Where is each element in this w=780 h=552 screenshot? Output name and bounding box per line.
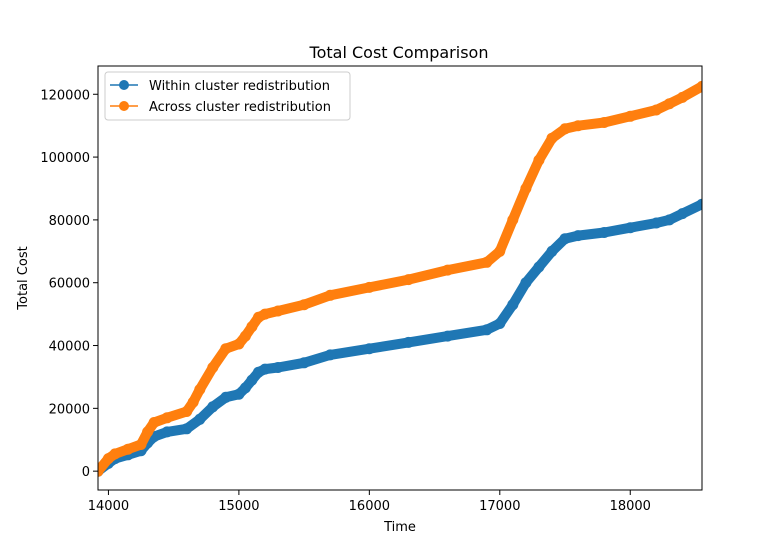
y-tick-label: 0 (82, 465, 90, 480)
data-point (272, 305, 284, 317)
data-point (98, 465, 104, 477)
data-point (559, 233, 571, 245)
legend-box (104, 71, 351, 121)
data-point (546, 132, 558, 144)
data-point (520, 277, 532, 289)
data-point (663, 214, 675, 226)
y-tick-label: 100000 (40, 151, 90, 166)
x-tick-label: 14000 (88, 499, 129, 514)
data-point (135, 439, 147, 450)
data-point (233, 338, 245, 350)
data-point (650, 104, 662, 116)
data-point (481, 324, 493, 336)
data-point (598, 227, 610, 238)
x-axis: 14000 15000 16000 17000 18000 (88, 490, 651, 514)
y-tick-label: 40000 (49, 340, 90, 355)
data-point (239, 330, 251, 342)
data-point (161, 412, 173, 424)
x-tick-label: 18000 (610, 499, 651, 514)
series-across (98, 80, 702, 477)
data-point (572, 230, 584, 242)
data-point (207, 401, 219, 413)
data-point (259, 363, 271, 375)
data-point (142, 426, 154, 438)
y-axis: 0 20000 40000 60000 80000 100000 120000 (40, 88, 98, 480)
data-point (187, 396, 199, 408)
x-tick-label: 15000 (218, 499, 259, 514)
data-point (676, 208, 688, 220)
legend: Within cluster redistribution Across clu… (104, 71, 351, 121)
x-tick-label: 16000 (349, 499, 390, 514)
chart-title: Total Cost Comparison (309, 43, 489, 62)
x-axis-label: Time (383, 520, 416, 535)
data-point (272, 362, 284, 373)
data-point (696, 198, 702, 210)
data-point (220, 391, 232, 403)
y-axis-label: Total Cost (16, 246, 31, 310)
data-point (663, 98, 675, 110)
data-point (494, 245, 506, 257)
data-point (507, 214, 519, 226)
data-point (194, 384, 206, 395)
data-point (324, 349, 336, 361)
data-point (246, 321, 258, 333)
data-point (403, 274, 414, 286)
data-point (363, 343, 375, 355)
data-point (676, 91, 688, 103)
data-point (363, 281, 375, 293)
data-point (533, 261, 545, 273)
data-point (239, 382, 251, 394)
data-point (598, 117, 610, 128)
y-tick-label: 60000 (49, 277, 90, 292)
legend-marker-within (119, 80, 129, 90)
data-point (207, 362, 219, 373)
data-point (324, 289, 336, 301)
data-point (442, 330, 454, 342)
data-point (442, 264, 454, 276)
data-point (181, 406, 193, 417)
data-point (161, 426, 173, 438)
data-point (148, 417, 160, 428)
data-point (520, 183, 532, 194)
data-point (572, 120, 584, 132)
data-point (122, 443, 134, 455)
data-point (507, 299, 519, 311)
data-point (546, 245, 558, 257)
legend-label-within: Within cluster redistribution (149, 79, 330, 94)
data-point (403, 336, 414, 348)
data-point (109, 448, 121, 460)
data-point (696, 80, 702, 92)
legend-marker-across (119, 101, 129, 111)
data-point (259, 308, 271, 320)
data-point (559, 123, 571, 135)
legend-label-across: Across cluster redistribution (149, 100, 331, 115)
y-tick-label: 80000 (49, 214, 90, 229)
y-tick-label: 20000 (49, 402, 90, 417)
data-point (624, 222, 636, 234)
x-tick-label: 17000 (479, 499, 520, 514)
data-point (494, 318, 506, 329)
data-point (533, 154, 545, 166)
plot-frame (97, 65, 703, 491)
data-point (624, 110, 636, 122)
data-point (298, 357, 310, 369)
data-point (298, 299, 310, 311)
series-layer (98, 80, 702, 477)
data-point (181, 423, 193, 435)
data-point (481, 256, 493, 268)
data-point (650, 217, 662, 229)
data-point (246, 374, 258, 386)
data-point (194, 413, 206, 425)
y-tick-label: 120000 (40, 88, 90, 103)
data-point (220, 343, 232, 355)
